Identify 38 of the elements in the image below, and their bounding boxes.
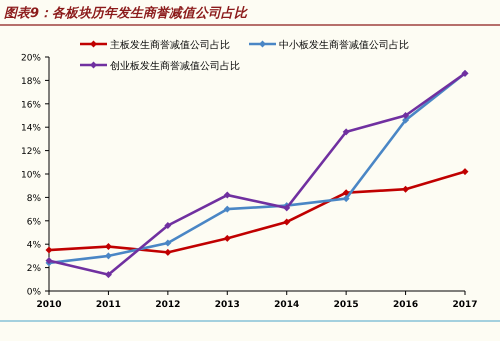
y-tick-label: 8%	[26, 194, 42, 204]
legend-label: 主板发生商誉减值公司占比	[110, 39, 230, 51]
x-tick-label: 2014	[274, 300, 300, 310]
point	[164, 248, 172, 256]
y-tick-label: 18%	[20, 76, 42, 87]
legend-label: 中小板发生商誉减值公司占比	[279, 39, 409, 51]
y-tick-label: 0%	[26, 288, 42, 298]
point	[342, 195, 350, 202]
point	[104, 252, 112, 260]
x-tick-label: 2013	[214, 300, 240, 310]
point	[164, 240, 172, 247]
point	[283, 218, 290, 226]
y-tick-label: 2%	[26, 264, 42, 274]
point	[402, 112, 410, 119]
x-tick-label: 2016	[393, 300, 418, 310]
y-tick-label: 20%	[20, 54, 42, 64]
y-tick-label: 10%	[20, 170, 42, 180]
point	[224, 206, 231, 213]
x-tick-label: 2010	[36, 300, 62, 310]
point	[104, 271, 112, 278]
point	[164, 222, 172, 229]
x-tick-label: 2017	[452, 300, 478, 310]
y-tick-label: 4%	[26, 240, 42, 251]
point	[46, 246, 52, 254]
point	[402, 186, 410, 193]
y-tick-label: 16%	[20, 100, 42, 110]
x-tick-label: 2015	[334, 300, 359, 310]
point	[462, 168, 468, 176]
point	[224, 192, 231, 199]
chart-title: 图表9：各板块历年发生商誉减值公司占比	[4, 5, 248, 21]
y-tick-label: 6%	[26, 217, 42, 228]
x-tick-label: 2012	[155, 300, 180, 310]
y-tick-label: 12%	[20, 147, 42, 158]
y-tick-label: 14%	[20, 124, 42, 134]
x-tick-label: 2011	[96, 300, 121, 310]
point	[342, 128, 350, 136]
point	[224, 234, 231, 242]
legend-label: 创业板发生商誉减值公司占比	[110, 60, 240, 72]
